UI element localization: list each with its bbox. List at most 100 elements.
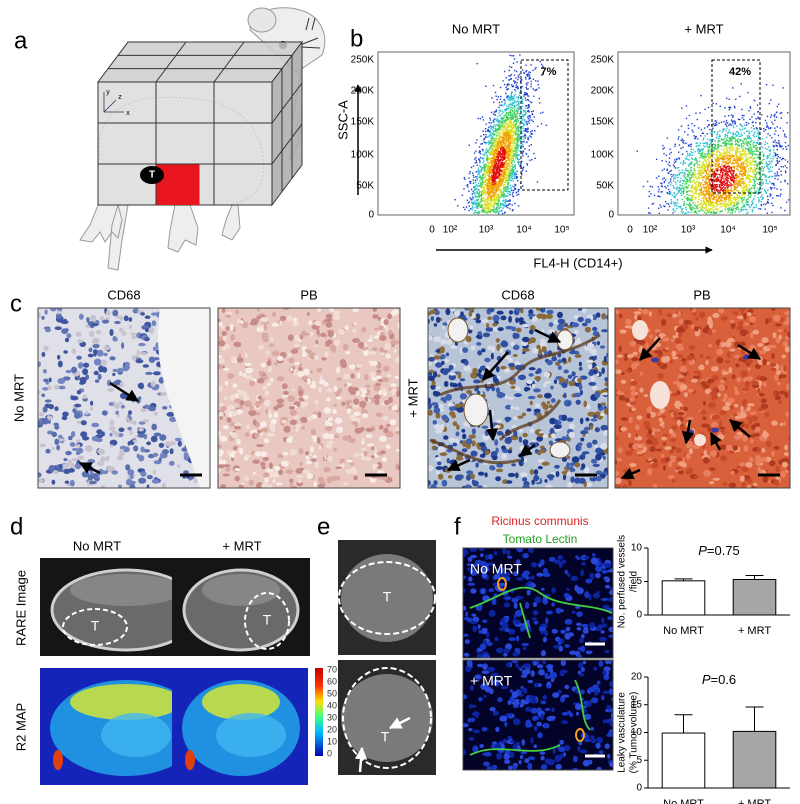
event-dot [776, 175, 778, 177]
event-dot [760, 183, 762, 185]
event-dot [499, 194, 502, 196]
event-dot [664, 205, 666, 208]
event-dot [670, 191, 672, 194]
event-dot [511, 115, 513, 117]
event-dot [761, 162, 764, 164]
event-dot [746, 130, 749, 133]
event-dot [468, 177, 470, 179]
event-dot [748, 174, 750, 177]
event-dot [682, 182, 684, 185]
event-dot [712, 206, 714, 209]
event-dot [486, 186, 488, 188]
event-dot [502, 175, 504, 178]
event-dot [477, 173, 479, 175]
event-dot [498, 106, 500, 108]
event-dot [748, 206, 751, 208]
event-dot [481, 179, 483, 181]
event-dot [681, 172, 684, 174]
event-dot [532, 69, 534, 72]
event-dot [752, 201, 754, 204]
event-dot [494, 172, 496, 174]
event-dot [523, 93, 526, 96]
event-dot [514, 138, 517, 140]
event-dot [680, 177, 682, 179]
event-dot [647, 207, 650, 209]
event-dot [478, 146, 481, 148]
event-dot [492, 143, 494, 146]
event-dot [521, 167, 523, 169]
event-dot [709, 203, 711, 206]
event-dot [753, 146, 756, 148]
event-dot [483, 196, 486, 199]
event-dot [765, 180, 767, 182]
event-dot [747, 171, 749, 174]
event-dot [730, 137, 732, 139]
event-dot [506, 153, 508, 156]
event-dot [735, 208, 738, 211]
event-dot [731, 197, 734, 199]
event-dot [528, 114, 530, 117]
event-dot [756, 171, 758, 173]
event-dot [663, 180, 665, 183]
event-dot [493, 134, 496, 136]
event-dot [728, 158, 730, 160]
event-dot [486, 185, 488, 187]
event-dot [759, 175, 761, 177]
event-dot [733, 137, 735, 140]
event-dot [512, 178, 514, 180]
event-dot [471, 193, 473, 195]
event-dot [496, 143, 498, 145]
event-dot [511, 193, 514, 195]
event-dot [718, 152, 721, 154]
event-dot [737, 208, 739, 210]
event-dot [528, 78, 530, 80]
event-dot [510, 147, 512, 149]
event-dot [702, 148, 704, 150]
event-dot [745, 139, 747, 141]
event-dot [512, 111, 514, 113]
event-dot [512, 97, 515, 99]
event-dot [494, 91, 497, 94]
event-dot [720, 202, 722, 204]
event-dot [674, 197, 676, 199]
event-dot [499, 86, 502, 89]
event-dot [725, 197, 728, 199]
event-dot [770, 194, 772, 196]
event-dot [499, 145, 502, 147]
event-dot [489, 119, 492, 121]
event-dot [525, 112, 527, 114]
event-dot [746, 159, 748, 161]
event-dot [510, 95, 512, 97]
event-dot [750, 161, 753, 164]
event-dot [480, 186, 483, 188]
event-dot [685, 206, 687, 208]
event-dot [661, 191, 663, 193]
event-dot [699, 183, 701, 185]
event-dot [516, 113, 518, 115]
event-dot [503, 133, 505, 136]
event-dot [496, 134, 499, 136]
event-dot [673, 187, 675, 190]
event-dot [752, 176, 754, 178]
event-dot [486, 159, 489, 161]
event-dot [775, 163, 777, 166]
event-dot [487, 185, 489, 188]
event-dot [707, 153, 709, 155]
event-dot [503, 154, 505, 156]
event-dot [516, 155, 518, 157]
event-dot [508, 118, 510, 120]
event-dot [713, 131, 716, 133]
event-dot [514, 142, 516, 144]
event-dot [484, 130, 487, 133]
event-dot [746, 124, 748, 126]
event-dot [733, 133, 735, 136]
event-dot [715, 120, 717, 122]
event-dot [676, 193, 679, 195]
event-dot [740, 181, 742, 183]
event-dot [492, 170, 494, 172]
event-dot [495, 208, 498, 210]
event-dot [732, 115, 734, 117]
event-dot [650, 193, 652, 195]
event-dot [729, 199, 731, 201]
event-dot [740, 144, 743, 147]
